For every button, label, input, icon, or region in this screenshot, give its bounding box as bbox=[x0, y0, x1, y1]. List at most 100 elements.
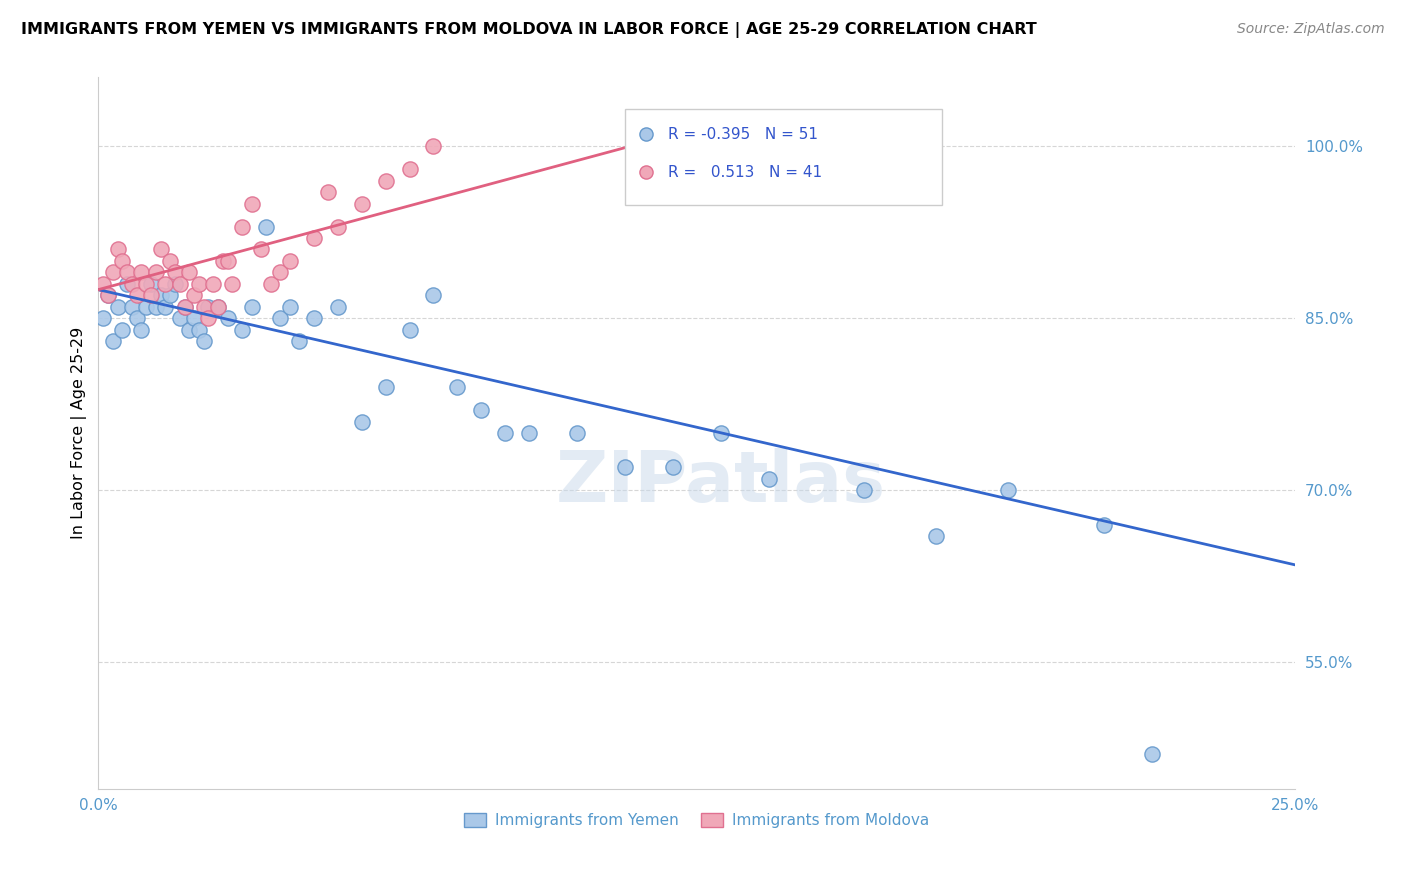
Point bbox=[173, 300, 195, 314]
Text: ZIPatlas: ZIPatlas bbox=[555, 449, 886, 517]
Point bbox=[155, 300, 177, 314]
Point bbox=[135, 277, 157, 291]
Point bbox=[565, 425, 588, 440]
Point bbox=[350, 415, 373, 429]
Point bbox=[240, 196, 263, 211]
Point bbox=[217, 254, 239, 268]
Point bbox=[183, 288, 205, 302]
FancyBboxPatch shape bbox=[624, 110, 942, 205]
Point bbox=[269, 265, 291, 279]
Point bbox=[145, 265, 167, 279]
Point bbox=[613, 460, 636, 475]
Point bbox=[997, 483, 1019, 498]
Point bbox=[197, 311, 219, 326]
Point bbox=[202, 277, 225, 291]
Point bbox=[145, 300, 167, 314]
Point bbox=[278, 254, 301, 268]
Point bbox=[326, 300, 349, 314]
Point bbox=[398, 162, 420, 177]
Point bbox=[149, 288, 172, 302]
Point bbox=[97, 288, 120, 302]
Point bbox=[115, 277, 138, 291]
Point bbox=[217, 311, 239, 326]
Point bbox=[211, 254, 233, 268]
Point bbox=[197, 300, 219, 314]
Point bbox=[517, 425, 540, 440]
Point bbox=[121, 277, 143, 291]
Point bbox=[169, 277, 191, 291]
Point bbox=[240, 300, 263, 314]
Point bbox=[278, 300, 301, 314]
Point bbox=[853, 483, 876, 498]
Point bbox=[187, 277, 209, 291]
Point bbox=[149, 243, 172, 257]
Point bbox=[758, 472, 780, 486]
Point bbox=[374, 174, 396, 188]
Point bbox=[101, 334, 124, 349]
Point bbox=[422, 288, 444, 302]
Point bbox=[179, 265, 201, 279]
Point bbox=[101, 265, 124, 279]
Point bbox=[121, 300, 143, 314]
Point bbox=[710, 425, 733, 440]
Point bbox=[494, 425, 516, 440]
Point bbox=[179, 323, 201, 337]
Point bbox=[231, 219, 253, 234]
Y-axis label: In Labor Force | Age 25-29: In Labor Force | Age 25-29 bbox=[72, 326, 87, 539]
Point bbox=[207, 300, 229, 314]
Point bbox=[173, 300, 195, 314]
Point bbox=[1092, 517, 1115, 532]
Point bbox=[107, 300, 129, 314]
Point bbox=[159, 254, 181, 268]
Point bbox=[139, 277, 162, 291]
Point bbox=[193, 300, 215, 314]
Text: Source: ZipAtlas.com: Source: ZipAtlas.com bbox=[1237, 22, 1385, 37]
Point bbox=[139, 288, 162, 302]
Point bbox=[288, 334, 311, 349]
Point bbox=[316, 185, 339, 199]
Point bbox=[1140, 747, 1163, 761]
Point bbox=[131, 323, 153, 337]
Point bbox=[187, 323, 209, 337]
Legend: Immigrants from Yemen, Immigrants from Moldova: Immigrants from Yemen, Immigrants from M… bbox=[458, 806, 935, 834]
Point bbox=[183, 311, 205, 326]
Point bbox=[302, 231, 325, 245]
Point bbox=[91, 311, 114, 326]
Point bbox=[221, 277, 243, 291]
Point bbox=[925, 529, 948, 543]
Point bbox=[125, 288, 148, 302]
Point bbox=[250, 243, 273, 257]
Point bbox=[398, 323, 420, 337]
Point bbox=[254, 219, 277, 234]
Point bbox=[422, 139, 444, 153]
Point bbox=[155, 277, 177, 291]
Point bbox=[97, 288, 120, 302]
Point bbox=[470, 403, 492, 417]
Point bbox=[193, 334, 215, 349]
Point bbox=[662, 460, 685, 475]
Point bbox=[111, 323, 134, 337]
Point bbox=[326, 219, 349, 234]
Text: IMMIGRANTS FROM YEMEN VS IMMIGRANTS FROM MOLDOVA IN LABOR FORCE | AGE 25-29 CORR: IMMIGRANTS FROM YEMEN VS IMMIGRANTS FROM… bbox=[21, 22, 1036, 38]
Point bbox=[135, 300, 157, 314]
Point bbox=[91, 277, 114, 291]
Point bbox=[159, 288, 181, 302]
Point bbox=[446, 380, 468, 394]
Point bbox=[374, 380, 396, 394]
Point bbox=[260, 277, 283, 291]
Point bbox=[207, 300, 229, 314]
Point bbox=[115, 265, 138, 279]
Point bbox=[125, 311, 148, 326]
Point bbox=[169, 311, 191, 326]
Point bbox=[231, 323, 253, 337]
Point bbox=[269, 311, 291, 326]
Text: R = -0.395   N = 51: R = -0.395 N = 51 bbox=[668, 127, 818, 142]
Point bbox=[107, 243, 129, 257]
Point bbox=[163, 277, 186, 291]
Point bbox=[111, 254, 134, 268]
Text: R =   0.513   N = 41: R = 0.513 N = 41 bbox=[668, 164, 823, 179]
Point bbox=[163, 265, 186, 279]
Point bbox=[302, 311, 325, 326]
Point bbox=[350, 196, 373, 211]
Point bbox=[131, 265, 153, 279]
